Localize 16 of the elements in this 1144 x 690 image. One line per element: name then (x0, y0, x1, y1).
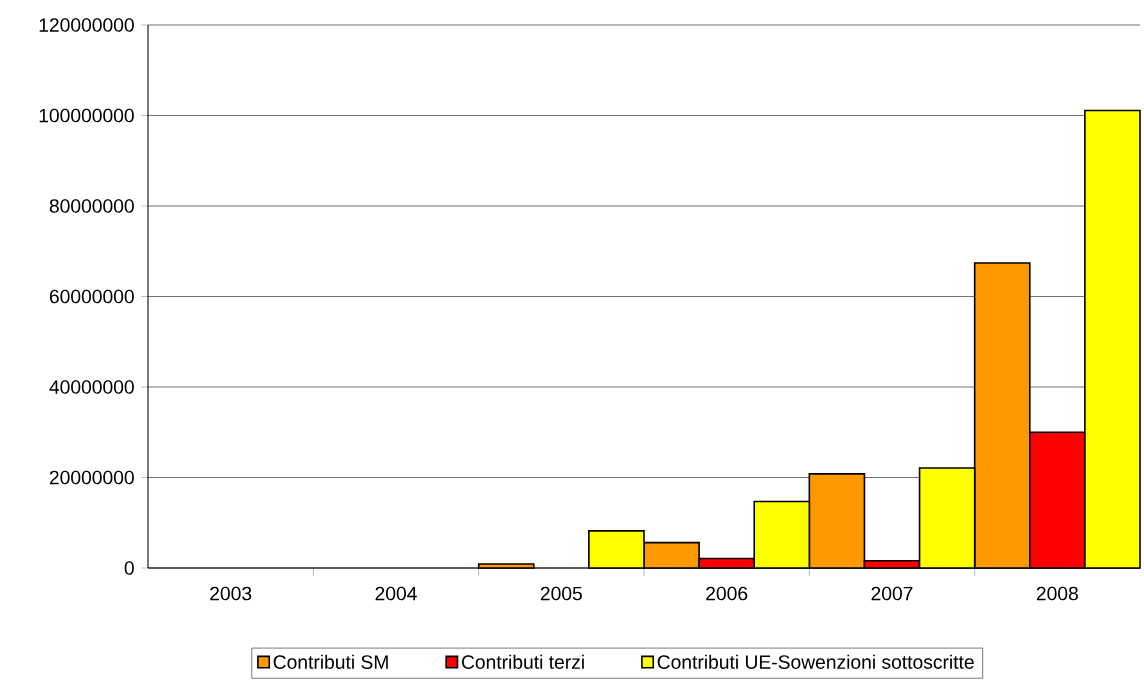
y-tick-label: 40000000 (49, 380, 134, 394)
x-tick-label: 2004 (375, 586, 417, 601)
y-tick-label: 60000000 (49, 289, 134, 304)
legend-label: Contributi terzi (461, 654, 584, 669)
legend-label: Contributi UE-Sowenzioni sottoscritte (657, 654, 974, 669)
x-tick-label: 2003 (210, 586, 252, 601)
legend-label: Contributi SM (273, 654, 388, 669)
x-tick-label: 2008 (1036, 586, 1078, 601)
y-tick-label: 80000000 (49, 199, 134, 213)
y-tick-label: 20000000 (49, 470, 134, 485)
x-tick-label: 2007 (871, 586, 913, 601)
y-tick-label: 120000000 (39, 18, 134, 32)
x-tick-label: 2005 (540, 586, 582, 601)
y-tick-label: 0 (124, 561, 134, 575)
y-tick-label: 100000000 (39, 108, 134, 123)
x-tick-label: 2006 (706, 586, 748, 601)
